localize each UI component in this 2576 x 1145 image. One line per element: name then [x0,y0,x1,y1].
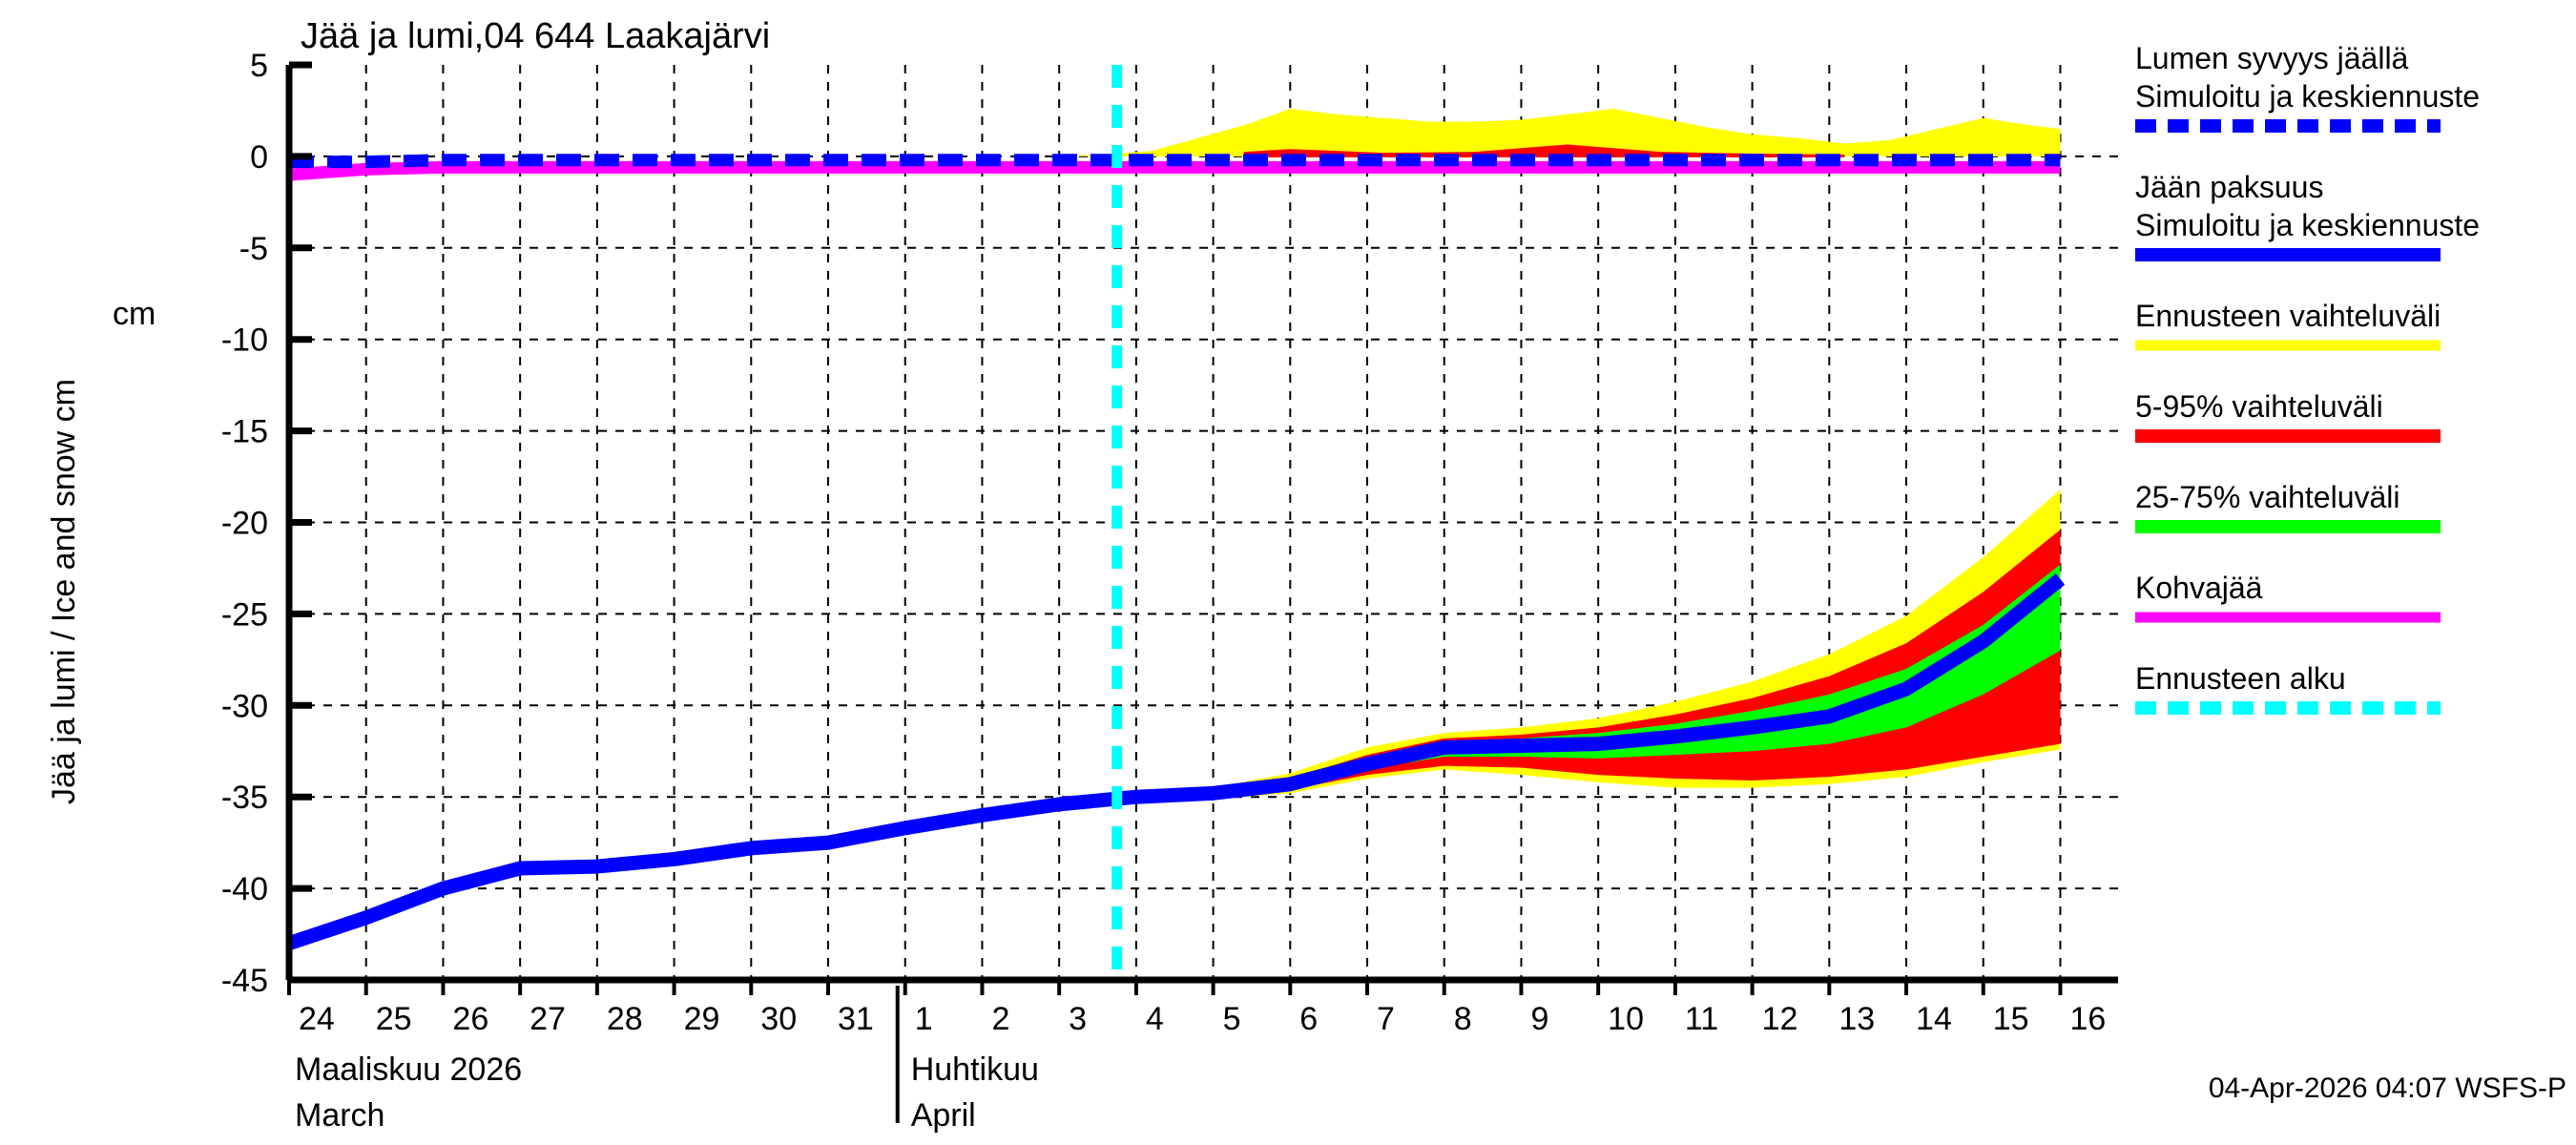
x-tick-label: 31 [838,1001,874,1037]
x-tick-label: 10 [1608,1001,1644,1037]
legend-subtitle: Simuloitu ja keskiennuste [2135,208,2480,242]
y-tick-label: -40 [221,871,268,907]
kohvajaa-line [288,160,2061,181]
x-tick-label: 25 [376,1001,412,1037]
x-tick-label: 11 [1685,1001,1718,1037]
y-tick-label: -30 [221,688,268,724]
legend-item: Jään paksuus Simuloitu ja keskiennuste [2135,170,2480,261]
legend-subtitle: Simuloitu ja keskiennuste [2135,79,2480,114]
snow-depth-line [289,154,2061,169]
x-tick-label: 15 [1993,1001,2029,1037]
x-tick-label: 30 [760,1001,797,1037]
x-tick-label: 5 [1223,1001,1241,1037]
x-tick-label: 26 [452,1001,488,1037]
legend-item: Lumen syvyys jäällä Simuloitu ja keskienn… [2135,41,2480,133]
y-tick-label: -10 [221,323,268,359]
x-tick-label: 1 [915,1001,933,1037]
x-tick-label: 27 [530,1001,566,1037]
y-tick-label: -15 [221,414,268,450]
legend-item: Ennusteen vaihteluväli [2135,299,2441,351]
x-tick-label: 7 [1377,1001,1395,1037]
legend-title: Ennusteen vaihteluväli [2135,299,2441,333]
legend: Lumen syvyys jäällä Simuloitu ja keskienn… [2135,41,2480,715]
footer-timestamp: 04-Apr-2026 04:07 WSFS-P [2209,1072,2566,1104]
legend-title: 5-95% vaihteluväli [2135,389,2383,424]
month-label-en: March [295,1097,384,1134]
snow-5-95-band [1243,144,1845,157]
x-tick-label: 28 [607,1001,643,1037]
y-tick-label: 5 [250,48,268,84]
x-tick-label: 2 [991,1001,1009,1037]
x-tick-label: 14 [1916,1001,1952,1037]
x-tick-label: 13 [1839,1001,1875,1037]
y-tick-label: -45 [221,963,268,999]
x-tick-label: 9 [1530,1001,1548,1037]
legend-item: 25-75% vaihteluväli [2135,480,2441,533]
month-label-en: April [911,1097,976,1134]
month-label-fi: Maaliskuu 2026 [295,1051,522,1088]
y-tick-label: -5 [239,231,268,267]
x-tick-label: 3 [1069,1001,1087,1037]
y-tick-label: 0 [250,139,268,176]
y-tick-label: -20 [221,506,268,542]
x-tick-label: 12 [1762,1001,1798,1037]
legend-item: 5-95% vaihteluväli [2135,389,2441,443]
x-tick-label: 16 [2069,1001,2106,1037]
x-tick-label: 4 [1146,1001,1164,1037]
y-tick-label: -25 [221,596,268,633]
snow-forecast-range-band [1059,109,2061,156]
legend-title: Ennusteen alku [2135,661,2346,696]
y-tick-label: -35 [221,780,268,816]
forecast-range-band-green [1059,564,2061,804]
legend-title: Lumen syvyys jäällä [2135,41,2409,75]
y-axis-label: Jää ja lumi / Ice and snow cm [46,379,82,804]
legend-title: Jään paksuus [2135,170,2323,204]
x-tick-label: 8 [1454,1001,1472,1037]
x-tick-label: 6 [1299,1001,1318,1037]
month-label-fi: Huhtikuu [911,1051,1039,1088]
y-axis-unit: cm [113,296,156,332]
legend-item: Ennusteen alku [2135,661,2441,715]
x-tick-label: 24 [299,1001,335,1037]
page-title: Jää ja lumi,04 644 Laakajärvi [301,16,770,56]
x-tick-label: 29 [684,1001,720,1037]
legend-item: Kohvajää [2135,571,2441,623]
legend-title: Kohvajää [2135,571,2263,605]
ice-thickness-line [286,573,2066,950]
legend-title: 25-75% vaihteluväli [2135,480,2400,514]
